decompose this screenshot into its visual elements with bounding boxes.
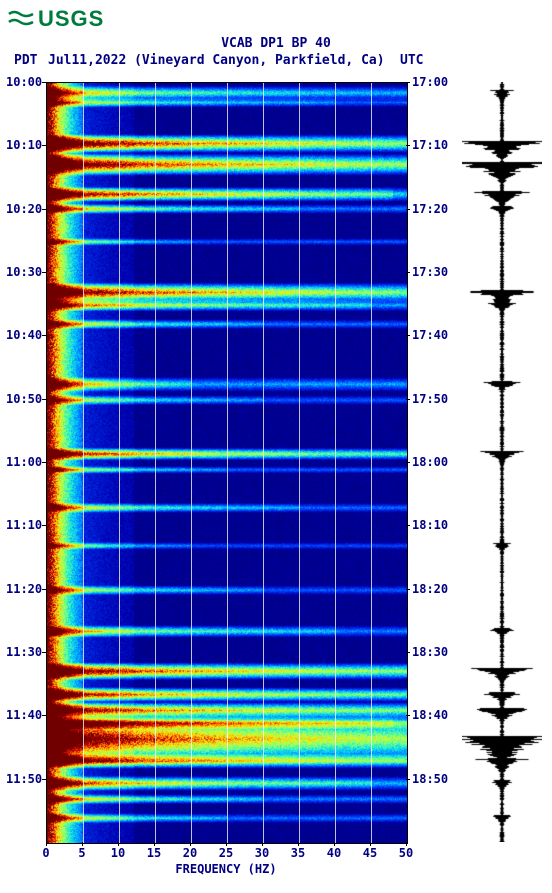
- x-tick: 10: [111, 846, 125, 860]
- waveform-canvas: [462, 82, 542, 842]
- y-tick-right: 17:00: [412, 75, 448, 89]
- x-tick: 30: [255, 846, 269, 860]
- gridline: [299, 83, 300, 843]
- y-tick-left: 11:10: [6, 518, 42, 532]
- chart-title: VCAB DP1 BP 40: [0, 36, 552, 51]
- gridline: [227, 83, 228, 843]
- y-tick-left: 11:20: [6, 582, 42, 596]
- y-tick-right: 18:50: [412, 772, 448, 786]
- usgs-text: USGS: [38, 6, 104, 31]
- gridline: [119, 83, 120, 843]
- x-tick: 35: [291, 846, 305, 860]
- y-tick-right: 17:20: [412, 202, 448, 216]
- y-tick-left: 10:10: [6, 138, 42, 152]
- y-tick-right: 18:10: [412, 518, 448, 532]
- x-axis-label: FREQUENCY (HZ): [46, 862, 406, 876]
- y-tick-right: 17:50: [412, 392, 448, 406]
- gridline: [371, 83, 372, 843]
- y-tick-left: 10:30: [6, 265, 42, 279]
- y-tick-left: 10:00: [6, 75, 42, 89]
- gridline: [191, 83, 192, 843]
- tz-left-label: PDT: [14, 53, 37, 68]
- y-tick-left: 11:00: [6, 455, 42, 469]
- y-tick-right: 18:30: [412, 645, 448, 659]
- gridline: [263, 83, 264, 843]
- x-tick: 20: [183, 846, 197, 860]
- y-tick-left: 11:40: [6, 708, 42, 722]
- y-tick-right: 17:10: [412, 138, 448, 152]
- y-tick-left: 10:20: [6, 202, 42, 216]
- x-tick: 5: [78, 846, 85, 860]
- x-tick: 0: [42, 846, 49, 860]
- x-tick: 25: [219, 846, 233, 860]
- y-tick-left: 11:30: [6, 645, 42, 659]
- gridline: [335, 83, 336, 843]
- usgs-wave-icon: [8, 7, 34, 33]
- gridline: [155, 83, 156, 843]
- x-tick: 40: [327, 846, 341, 860]
- y-tick-left: 10:50: [6, 392, 42, 406]
- x-tick: 15: [147, 846, 161, 860]
- x-tick: 45: [363, 846, 377, 860]
- y-tick-right: 17:40: [412, 328, 448, 342]
- usgs-logo: USGS: [8, 6, 104, 33]
- y-tick-right: 18:20: [412, 582, 448, 596]
- gridline: [83, 83, 84, 843]
- y-tick-right: 18:00: [412, 455, 448, 469]
- x-tick: 50: [399, 846, 413, 860]
- spectrogram-plot: [46, 82, 408, 844]
- y-tick-right: 18:40: [412, 708, 448, 722]
- y-tick-left: 11:50: [6, 772, 42, 786]
- waveform-plot: [462, 82, 542, 842]
- y-tick-left: 10:40: [6, 328, 42, 342]
- date-line: Jul11,2022 (Vineyard Canyon, Parkfield, …: [48, 53, 385, 68]
- y-tick-right: 17:30: [412, 265, 448, 279]
- tz-right-label: UTC: [400, 53, 423, 68]
